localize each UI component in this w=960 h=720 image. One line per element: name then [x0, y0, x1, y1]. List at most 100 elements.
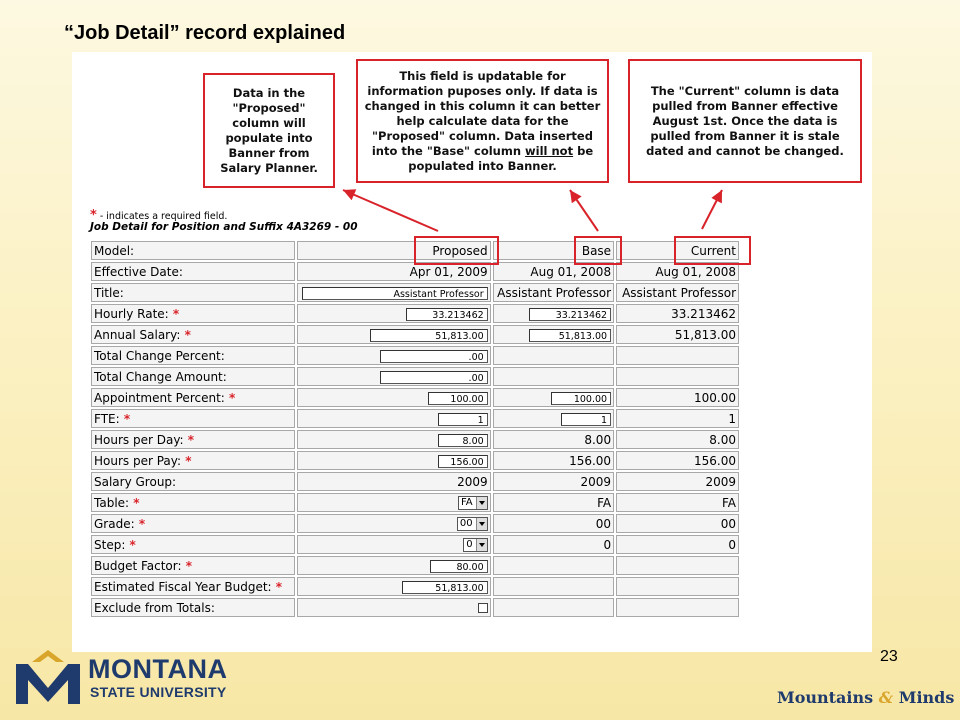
row-label-text: Hourly Rate: [94, 306, 169, 321]
row-label: Title: [91, 283, 296, 302]
row-label-text: Model: [94, 243, 135, 258]
proposed-input[interactable]: .00 [379, 370, 488, 384]
cell-base [492, 367, 615, 386]
current-value: 100.00 [694, 390, 736, 405]
current-value: 2009 [705, 474, 736, 489]
cell-current: 00 [616, 514, 739, 533]
required-star-icon: * [181, 453, 192, 468]
required-star-icon: * [168, 306, 180, 321]
proposed-input[interactable]: 156.00 [437, 454, 488, 468]
exclude-checkbox[interactable] [477, 603, 488, 613]
row-label-text: Grade: [94, 516, 135, 531]
select-value: 0 [466, 539, 473, 551]
base-value: 156.00 [569, 453, 612, 468]
required-star-icon: * [119, 411, 131, 426]
proposed-select[interactable]: 00 [456, 516, 488, 531]
cell-proposed: .00 [297, 367, 491, 386]
cell-proposed: Proposed [297, 241, 491, 260]
highlight-proposed [414, 236, 499, 265]
base-input[interactable]: 100.00 [551, 391, 612, 405]
cell-proposed: FA [297, 493, 491, 512]
base-input[interactable]: 51,813.00 [529, 328, 612, 342]
table-row: Model: Proposed Base Current [91, 241, 739, 260]
required-star-icon: * [180, 327, 191, 342]
cell-current: 8.00 [616, 430, 739, 449]
table-row: Budget Factor: * 80.00 [91, 556, 739, 575]
row-label: Exclude from Totals: [91, 598, 296, 617]
cell-proposed: 0 [297, 535, 491, 554]
table-row: Grade: * 00 00 00 [91, 514, 739, 533]
proposed-input[interactable]: 51,813.00 [369, 328, 488, 342]
table-row: Title: Assistant Professor Assistant Profe… [91, 283, 739, 302]
cell-current [616, 577, 739, 596]
proposed-input[interactable]: 1 [437, 412, 488, 426]
row-label-text: Hours per Day: [94, 432, 184, 447]
cell-proposed [297, 598, 491, 617]
proposed-input[interactable]: 8.00 [437, 433, 488, 447]
current-value: 0 [728, 537, 736, 552]
current-value: 33.213462 [671, 306, 736, 321]
cell-base [492, 577, 615, 596]
current-value: Assistant Professor [622, 285, 736, 300]
callout-base: This field is updatable for information … [356, 59, 609, 183]
row-label: Model: [91, 241, 296, 260]
proposed-input[interactable]: .00 [379, 349, 488, 363]
table-row: Total Change Percent: .00 [91, 346, 739, 365]
proposed-select[interactable]: FA [457, 495, 488, 510]
table-row: Total Change Amount: .00 [91, 367, 739, 386]
row-label-text: Exclude from Totals: [94, 600, 215, 615]
proposed-input[interactable]: 100.00 [427, 391, 488, 405]
base-input[interactable]: 33.213462 [529, 307, 612, 321]
cell-base: 8.00 [492, 430, 615, 449]
row-label: Table: * [91, 493, 296, 512]
cell-current [616, 556, 739, 575]
required-note: * - indicates a required field. [90, 208, 227, 223]
proposed-value: 2009 [457, 474, 488, 489]
proposed-select[interactable]: 0 [463, 537, 488, 552]
cell-current: 33.213462 [616, 304, 739, 323]
row-label: Hours per Pay: * [91, 451, 296, 470]
msu-logo-icon [16, 650, 80, 704]
required-star-icon: * [181, 558, 192, 573]
table-row: Estimated Fiscal Year Budget: * 51,813.00 [91, 577, 739, 596]
row-label-text: Salary Group: [94, 474, 177, 489]
cell-base: 100.00 [492, 388, 615, 407]
dropdown-arrow-icon[interactable] [475, 538, 487, 551]
current-value: Current [690, 243, 736, 258]
dropdown-arrow-icon[interactable] [475, 517, 487, 530]
proposed-input[interactable]: 33.213462 [405, 307, 488, 321]
cell-current: Current [616, 241, 739, 260]
callout-current-text: The "Current" column is data pulled from… [646, 83, 844, 158]
base-input[interactable]: 1 [561, 412, 612, 426]
cell-proposed: 33.213462 [297, 304, 491, 323]
table-row: Hourly Rate: * 33.213462 33.213462 33.21346… [91, 304, 739, 323]
callout-base-text: This field is updatable for information … [364, 69, 601, 174]
cell-current [616, 598, 739, 617]
cell-proposed: Apr 01, 2009 [297, 262, 491, 281]
cell-current [616, 367, 739, 386]
row-label: Grade: * [91, 514, 296, 533]
row-label-text: Table: [94, 495, 130, 510]
proposed-input[interactable]: 80.00 [429, 559, 488, 573]
cell-proposed: 51,813.00 [297, 577, 491, 596]
cell-base: 51,813.00 [492, 325, 615, 344]
base-value: Aug 01, 2008 [530, 264, 612, 279]
table-row: FTE: * 1 1 1 [91, 409, 739, 428]
cell-base [492, 346, 615, 365]
row-label: Estimated Fiscal Year Budget: * [91, 577, 296, 596]
form-heading: Job Detail for Position and Suffix 4A326… [90, 221, 358, 233]
proposed-input[interactable]: 51,813.00 [401, 580, 488, 594]
cell-proposed: 156.00 [297, 451, 491, 470]
dropdown-arrow-icon[interactable] [475, 496, 487, 509]
proposed-input[interactable]: Assistant Professor [301, 286, 488, 300]
row-label: FTE: * [91, 409, 296, 428]
cell-base: 0 [492, 535, 615, 554]
base-value: Assistant Professor [497, 285, 612, 300]
base-value: 8.00 [584, 432, 612, 447]
tagline-part1: Mountains [777, 688, 874, 707]
table-row: Table: * FA FA FA [91, 493, 739, 512]
tagline-part2: Minds [898, 688, 955, 707]
cell-base: Base [492, 241, 615, 260]
row-label: Total Change Percent: [91, 346, 296, 365]
required-star-icon: * [183, 432, 195, 447]
